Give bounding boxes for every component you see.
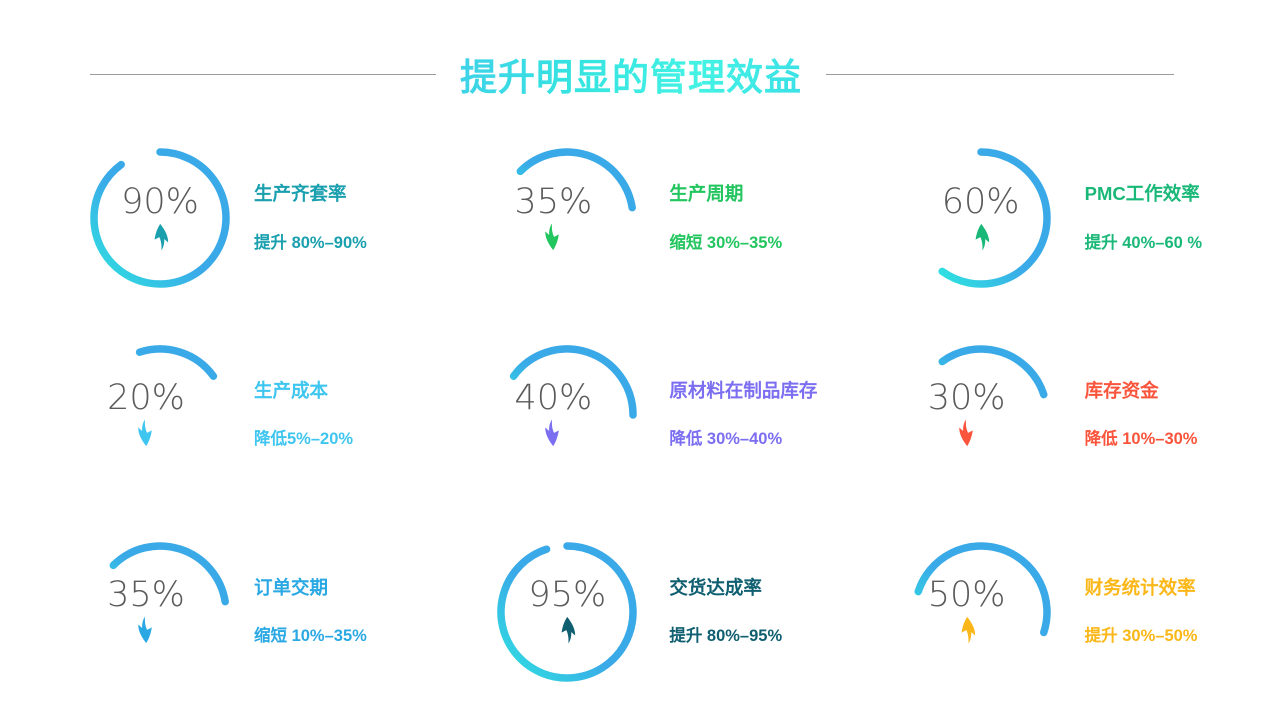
metric-card: 95% 交货达成率提升 80%–95% (421, 513, 842, 710)
metric-labels: 交货达成率提升 80%–95% (669, 576, 783, 646)
metric-card: 35% 生产周期缩短 30%–35% (421, 120, 842, 317)
progress-ring: 35% (491, 142, 643, 294)
metric-value: 60% (941, 181, 1020, 222)
progress-ring-center: 35% (70, 536, 222, 688)
metric-subtitle: 缩短 30%–35% (669, 233, 783, 252)
metric-title: 原材料在制品库存 (669, 379, 818, 401)
metric-labels: 库存资金降低 10%–30% (1084, 379, 1198, 449)
progress-ring-arc (135, 345, 218, 380)
metric-card: 20% 生产成本降低5%–20% (0, 317, 421, 514)
metric-card: 50% 财务统计效率 提升 30%–50% (843, 513, 1264, 710)
metric-value: 40% (514, 378, 593, 419)
progress-ring-arc (497, 541, 637, 682)
arrow-up-icon (961, 617, 975, 644)
metric-title: 生产周期 (669, 183, 744, 205)
arrow-down-icon (138, 616, 152, 644)
progress-ring: 50% (905, 536, 1057, 688)
page-title: 提升明显的管理效益 (460, 47, 802, 101)
arrow-up-icon (154, 223, 169, 251)
header-rule-left (90, 73, 436, 75)
progress-ring-arc (938, 148, 1051, 289)
metric-title: 交货达成率 (669, 576, 762, 598)
metric-title: PMC工作效率 (1084, 183, 1200, 205)
metric-value: 90% (121, 181, 199, 222)
metric-card: 40% 原材料在制品库存 降低 30%–40% (421, 317, 842, 514)
metric-title: 订单交期 (254, 576, 329, 598)
metric-labels: 生产齐套率提升 80%–90% (254, 185, 367, 251)
header-rule-right (826, 73, 1174, 75)
metric-title: 生产齐套率 (254, 183, 347, 205)
metric-labels: PMC工作效率 提升 40%–60 % (1085, 185, 1202, 251)
metric-value: 30% (927, 378, 1006, 419)
metric-labels: 原材料在制品库存 降低 30%–40% (669, 379, 818, 449)
arrow-up-icon (975, 223, 989, 251)
arrow-down-icon (545, 420, 560, 447)
metric-subtitle: 降低 10%–30% (1084, 430, 1198, 449)
progress-ring: 60% (905, 142, 1057, 294)
metric-card: 90% 生产齐套率提升 80%–90% (0, 120, 421, 317)
progress-ring-center: 95% (491, 536, 643, 688)
metric-subtitle: 降低 30%–40% (669, 430, 783, 449)
metric-card: 30% 库存资金降低 10%–30% (843, 317, 1264, 514)
metric-labels: 生产成本降低5%–20% (254, 379, 354, 449)
metric-subtitle: 提升 30%–50% (1084, 627, 1198, 646)
arrow-up-icon (561, 617, 576, 644)
metric-value: 50% (927, 575, 1006, 616)
progress-ring-arc (109, 541, 229, 606)
progress-ring-center: 35% (477, 142, 629, 294)
progress-ring-arc (516, 148, 637, 212)
progress-ring-arc (914, 541, 1051, 636)
metric-subtitle: 提升 40%–60 % (1084, 233, 1203, 252)
arrow-down-icon (958, 420, 973, 447)
metric-value: 20% (107, 378, 185, 419)
metric-subtitle: 提升 80%–90% (254, 233, 367, 252)
progress-ring: 20% (84, 339, 236, 491)
progress-ring: 35% (84, 536, 236, 688)
metric-card: 35% 订单交期缩短 10%–35% (0, 513, 421, 710)
metrics-grid: 90% 生产齐套率提升 80%–90% 35% 生产周期缩短 30%–35% 60% PM… (0, 120, 1264, 710)
arrow-down-icon (138, 420, 152, 447)
metric-value: 95% (528, 575, 607, 616)
progress-ring-arc (510, 345, 638, 419)
progress-ring-arc (90, 148, 230, 289)
metric-subtitle: 缩短 10%–35% (254, 627, 367, 646)
metric-labels: 财务统计效率 提升 30%–50% (1084, 576, 1198, 646)
progress-ring: 40% (491, 339, 643, 491)
progress-ring-center: 20% (70, 339, 222, 491)
progress-ring-center: 40% (477, 339, 629, 491)
progress-ring-center: 30% (891, 339, 1043, 491)
progress-ring: 95% (491, 536, 643, 688)
progress-ring-center: 50% (891, 536, 1043, 688)
metric-labels: 生产周期缩短 30%–35% (669, 185, 782, 251)
metric-value: 35% (107, 575, 185, 616)
metric-subtitle: 提升 80%–95% (669, 627, 783, 646)
metric-card: 60% PMC工作效率 提升 40%–60 % (843, 120, 1264, 317)
progress-ring-center: 60% (905, 142, 1057, 294)
progress-ring: 30% (905, 339, 1057, 491)
metric-title: 财务统计效率 (1084, 576, 1196, 598)
metric-title: 生产成本 (254, 379, 329, 401)
metric-title: 库存资金 (1084, 379, 1159, 401)
metric-labels: 订单交期缩短 10%–35% (254, 576, 367, 646)
progress-ring-arc (938, 345, 1048, 399)
metric-subtitle: 降低5%–20% (254, 430, 354, 449)
progress-ring-center: 90% (84, 142, 236, 294)
page-header: 提升明显的管理效益 (0, 44, 1264, 104)
arrow-down-icon (545, 223, 560, 250)
progress-ring: 90% (84, 142, 236, 294)
metric-value: 35% (514, 181, 593, 222)
